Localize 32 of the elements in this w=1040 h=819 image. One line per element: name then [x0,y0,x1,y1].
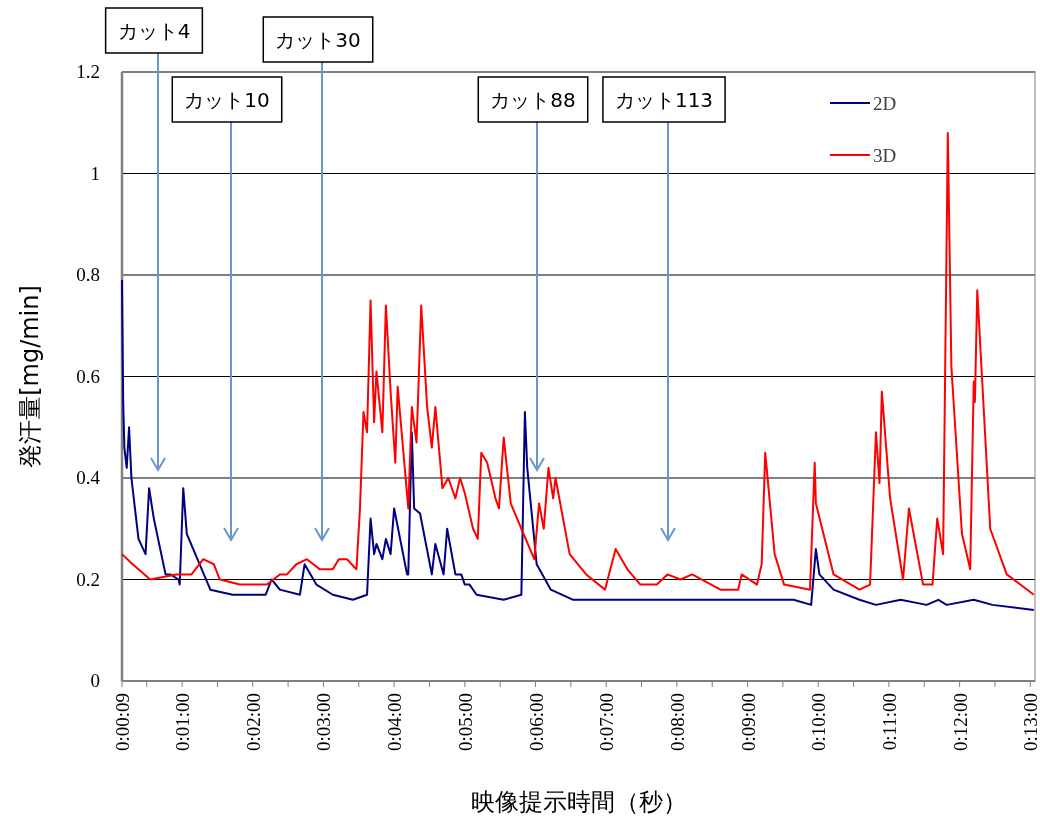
x-tick-label: 0:02:00 [242,693,264,752]
y-tick-label: 1 [90,162,100,184]
y-tick-label: 0 [90,670,100,691]
x-tick-label: 0:12:00 [949,693,971,752]
legend-label: 2D [873,93,897,114]
annotation: カット88 [490,88,576,112]
annotation: カット10 [184,88,270,112]
x-tick-label: 0:09:00 [737,693,759,752]
text: カット4 [117,19,191,43]
line-series [121,279,1035,611]
x-tick-label: 0:06:00 [525,693,547,752]
x-tick-label: 0:04:00 [384,693,406,752]
legend-label: 3D [873,145,897,166]
x-tick-label: 0:11:00 [878,693,900,751]
y-tick-label: 0.8 [76,264,100,285]
y-axis-title: 発汗量[mg/min] [16,285,44,468]
x-tick-label: 0:07:00 [596,693,618,752]
x-tick-label: 0:05:00 [454,693,476,752]
y-tick-label: 0.2 [76,568,100,590]
x-tick-label: 0:01:00 [172,693,194,752]
x-tick-label: 0:10:00 [808,693,830,752]
y-tick-label: 1.2 [76,61,100,82]
x-tick-label: 0:00:09 [112,693,133,752]
x-tick-label: 0:08:00 [666,693,688,752]
x-tick-label: 0:13:00 [1020,693,1040,752]
y-tick-label: 0.6 [76,365,100,387]
x-tick-label: 0:03:00 [313,693,335,752]
text: カット30 [275,28,361,52]
line-series [121,131,1035,596]
annotation: カット113 [614,88,714,112]
y-tick-label: 0.4 [76,467,101,488]
x-axis-title: 映像提示時間（秒） [470,788,687,816]
